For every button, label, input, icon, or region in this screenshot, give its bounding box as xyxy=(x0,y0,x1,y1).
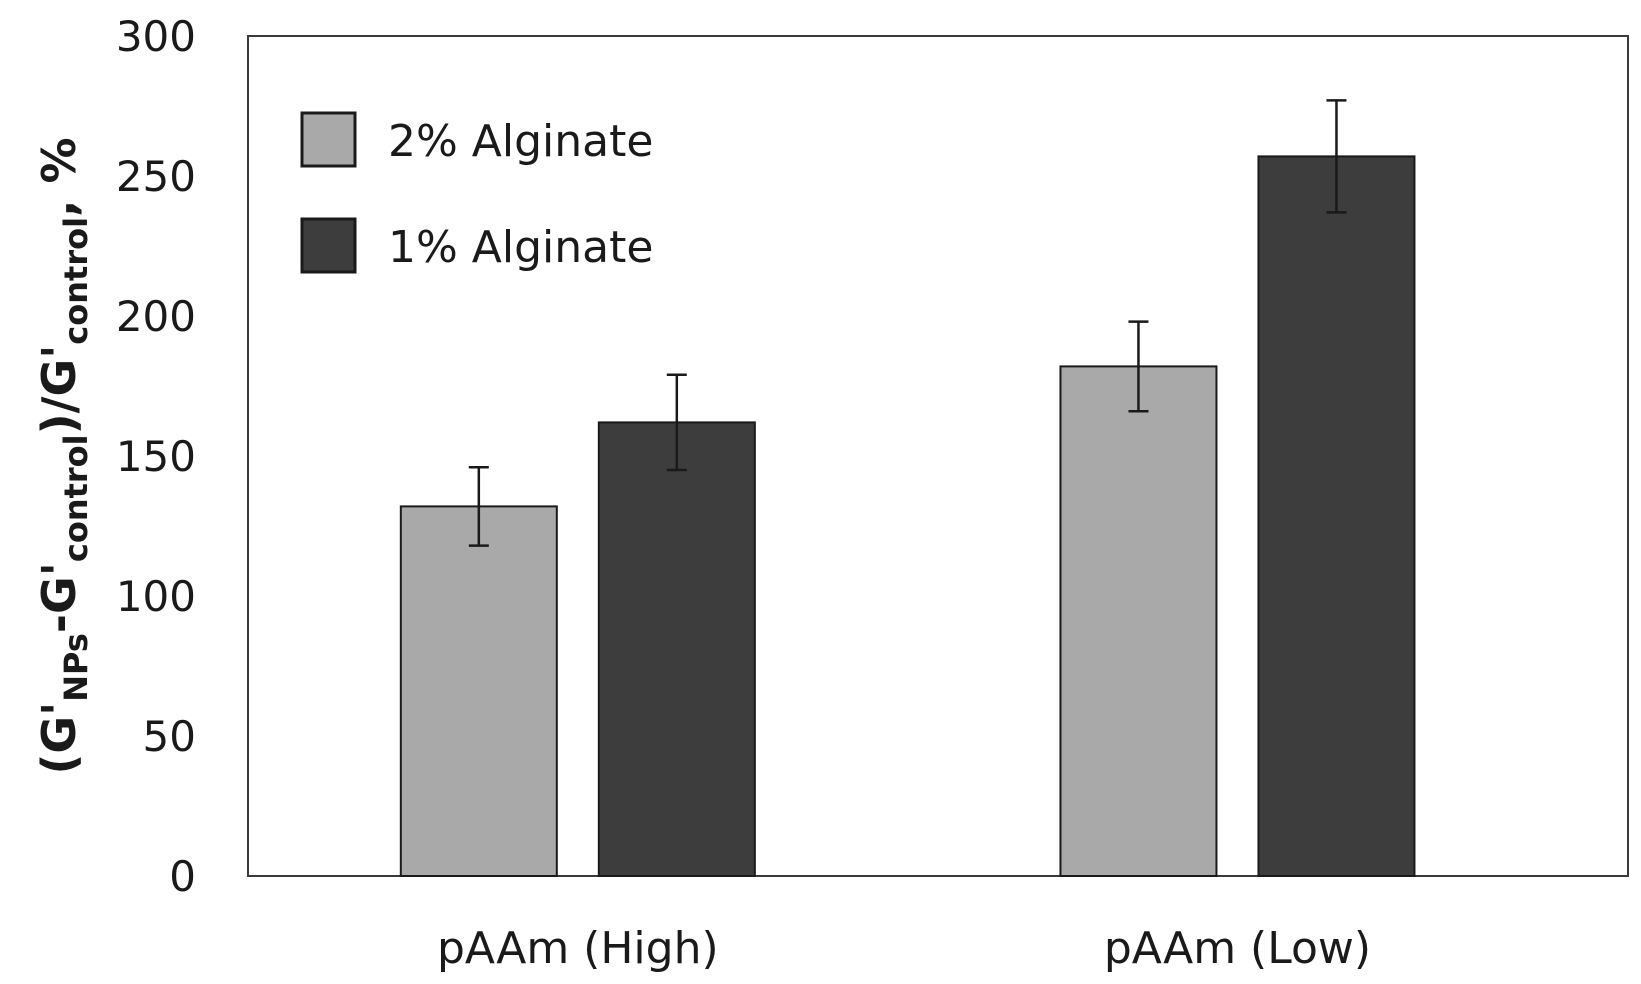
x-category-label: pAAm (High) xyxy=(437,923,719,974)
y-tick-label: 150 xyxy=(116,432,196,481)
x-category-label: pAAm (Low) xyxy=(1104,923,1371,974)
bar xyxy=(597,421,756,877)
y-axis-ticks: 0 50 100 150 200 250 300 xyxy=(116,12,196,901)
y-tick-label: 100 xyxy=(116,572,196,621)
legend: 2% Alginate 1% Alginate xyxy=(300,111,653,274)
y-axis-label: (G'NPs-G'control)/G'control, % xyxy=(32,137,95,774)
legend-swatch-1pct-alginate xyxy=(300,217,357,274)
legend-label-1pct-alginate: 1% Alginate xyxy=(388,222,653,273)
bar xyxy=(1257,155,1416,877)
bar xyxy=(399,505,558,877)
y-tick-label: 50 xyxy=(143,712,196,761)
error-bars xyxy=(468,99,1347,547)
legend-label-2pct-alginate: 2% Alginate xyxy=(388,116,653,167)
bar xyxy=(1059,365,1218,877)
y-tick-label: 300 xyxy=(116,12,196,61)
y-tick-label: 200 xyxy=(116,292,196,341)
y-tick-label: 0 xyxy=(169,852,196,901)
y-tick-label: 250 xyxy=(116,152,196,201)
legend-swatch-2pct-alginate xyxy=(300,111,357,168)
x-axis-labels: pAAm (High) pAAm (Low) xyxy=(437,923,1371,974)
